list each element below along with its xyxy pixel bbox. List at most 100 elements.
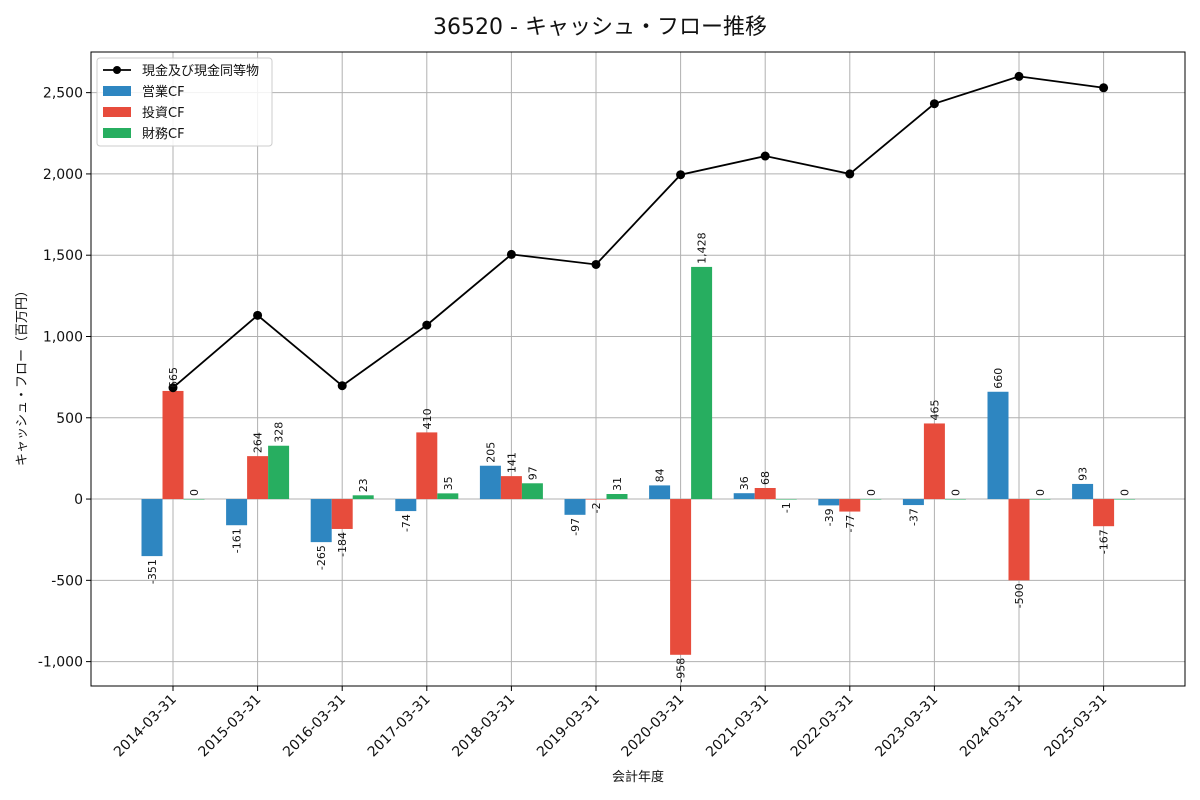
bar-value-label: 23 [357, 478, 370, 492]
cash-point [760, 151, 770, 161]
bar-value-label: -37 [907, 508, 920, 526]
legend-label: 営業CF [142, 84, 185, 100]
bar [839, 499, 861, 512]
y-tick-label: -1,000 [38, 655, 83, 671]
bar [1093, 499, 1115, 527]
x-tick-label: 2023-03-31 [872, 692, 941, 761]
y-axis-label: キャッシュ・フロー（百万円） [15, 284, 30, 466]
grid-lines [91, 52, 1185, 686]
bar-value-label: -500 [1013, 583, 1026, 608]
x-tick-label: 2025-03-31 [1042, 692, 1111, 761]
y-tick-label: 1,000 [43, 329, 83, 345]
cash-point [506, 249, 516, 259]
cash-point [845, 169, 855, 179]
x-tick-label: 2018-03-31 [449, 692, 518, 761]
bar [521, 483, 543, 500]
bar-value-label: 0 [949, 489, 962, 496]
legend-marker [113, 66, 121, 74]
bar [1029, 499, 1051, 500]
bar [247, 456, 269, 500]
bar [310, 499, 332, 543]
bar-value-label: -184 [336, 532, 349, 557]
bar [437, 493, 459, 500]
bar [162, 390, 184, 500]
legend-box [96, 57, 273, 147]
bar-value-label: 1,428 [696, 232, 709, 264]
bar-value-label: -265 [315, 545, 328, 570]
bar [691, 266, 713, 500]
cash-point [929, 99, 939, 109]
cash-point [253, 310, 263, 320]
bar [754, 487, 776, 500]
x-tick-label: 2022-03-31 [788, 692, 857, 761]
legend-label: 投資CF [142, 105, 185, 121]
x-tick-label: 2016-03-31 [280, 692, 349, 761]
bar-value-label: 410 [421, 408, 434, 429]
cash-point [676, 170, 686, 180]
bar-value-label: 31 [611, 477, 624, 491]
bar-value-label: -74 [400, 514, 413, 532]
cash-point [1099, 83, 1109, 93]
x-tick-label: 2020-03-31 [619, 692, 688, 761]
x-tick-label: 2019-03-31 [534, 692, 603, 761]
bar [775, 499, 797, 500]
y-tick-label: -500 [51, 573, 83, 589]
bar [818, 499, 840, 506]
bar [649, 485, 671, 500]
plot-frame [90, 51, 1186, 687]
bar-value-labels: -351 -161 -265 -74 205 -97 84 36 -39 -37 660 93 665 2… [146, 232, 1132, 682]
x-tick-label: 2015-03-31 [196, 692, 265, 761]
cash-point [422, 320, 432, 330]
cash-point [168, 383, 178, 393]
y-axis-ticks: -1,000 -500 0 500 1,000 1,500 2,000 2,500 [38, 86, 91, 671]
bars [141, 266, 1136, 655]
legend-bar-swatch [103, 86, 131, 96]
bar [923, 423, 945, 500]
y-tick-label: 1,500 [43, 248, 83, 264]
bar [183, 499, 205, 500]
bar-value-label: -97 [569, 518, 582, 536]
bar [1072, 483, 1094, 500]
cash-line [168, 71, 1109, 393]
chart-title: 36520 - キャッシュ・フロー推移 [433, 15, 767, 40]
bar-value-label: 665 [167, 367, 180, 388]
bar-value-label: 0 [1034, 489, 1047, 496]
x-tick-label: 2017-03-31 [365, 692, 434, 761]
bar [860, 499, 882, 500]
y-tick-label: 2,500 [43, 86, 83, 102]
cash-point [1014, 71, 1024, 81]
bar [416, 432, 438, 500]
legend-bar-swatch [103, 107, 131, 117]
y-tick-label: 0 [74, 492, 83, 508]
bar [606, 494, 628, 500]
legend-label: 財務CF [142, 127, 185, 142]
bar [141, 499, 163, 557]
bar [352, 495, 374, 500]
bar-value-label: 205 [484, 442, 497, 463]
bar-value-label: 35 [442, 476, 455, 490]
bar-value-label: 660 [992, 368, 1005, 389]
x-tick-label: 2021-03-31 [703, 692, 772, 761]
bar [1008, 499, 1030, 581]
bar-value-label: 328 [273, 422, 286, 443]
bar [479, 465, 501, 500]
bar-value-label: -39 [823, 508, 836, 526]
bar [987, 391, 1009, 500]
bar-value-label: -351 [146, 559, 159, 584]
bar-value-label: -1 [780, 502, 793, 513]
bar [585, 499, 607, 500]
legend-bar-swatch [103, 128, 131, 138]
bar-value-label: -958 [675, 658, 688, 683]
cash-polyline [172, 75, 1104, 389]
bar-value-label: -167 [1098, 529, 1111, 554]
bar [500, 476, 522, 500]
bar-value-label: 264 [252, 432, 265, 453]
bar [1114, 499, 1136, 500]
bar [902, 499, 924, 506]
bar [226, 499, 248, 526]
y-tick-label: 500 [56, 411, 83, 427]
bar-value-label: 465 [928, 399, 941, 420]
bar-value-label: 0 [1119, 489, 1132, 496]
legend-label: 現金及び現金同等物 [142, 63, 259, 79]
